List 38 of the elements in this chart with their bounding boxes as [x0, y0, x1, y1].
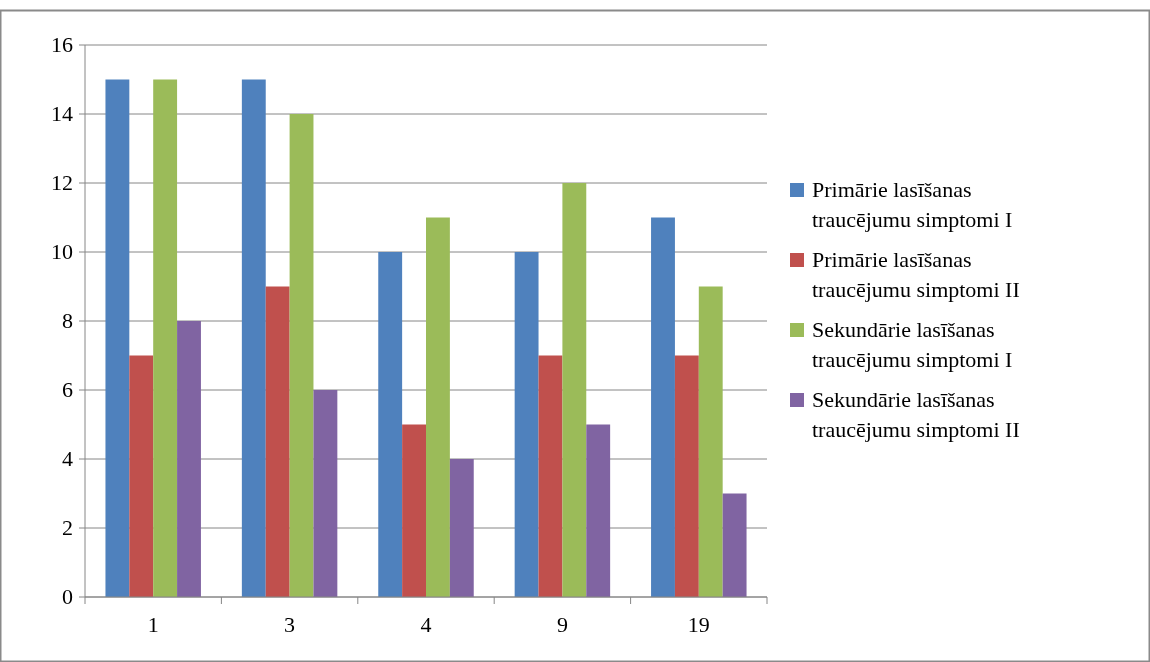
- x-tick-label: 19: [687, 612, 710, 637]
- x-tick-label: 1: [147, 612, 159, 637]
- bar: [313, 390, 338, 597]
- bar: [129, 355, 154, 597]
- bar: [378, 252, 403, 597]
- bar: [265, 286, 290, 597]
- bar: [698, 286, 723, 597]
- bar: [586, 424, 611, 597]
- y-tick-label: 8: [62, 308, 73, 333]
- x-tick-label: 9: [556, 612, 568, 637]
- bar: [426, 217, 450, 597]
- bar: [449, 459, 474, 597]
- y-tick-label: 0: [62, 584, 73, 609]
- bar: [402, 424, 426, 597]
- x-tick-label: 3: [284, 612, 296, 637]
- y-tick-label: 12: [51, 170, 73, 195]
- bar: [562, 183, 587, 597]
- y-tick-label: 4: [62, 446, 73, 471]
- bar: [105, 79, 130, 597]
- bar: [514, 252, 539, 597]
- bar: [177, 321, 201, 597]
- y-tick-label: 16: [51, 32, 73, 57]
- legend-label: Sekundārie lasīšanas traucējumu simptomi II: [812, 387, 1020, 442]
- bar: [289, 114, 314, 597]
- y-tick-label: 10: [51, 239, 73, 264]
- bar: [651, 217, 675, 597]
- bar: [538, 355, 563, 597]
- bar: [722, 493, 747, 597]
- bar: [241, 79, 266, 597]
- y-tick-label: 6: [62, 377, 73, 402]
- y-tick-label: 2: [62, 515, 73, 540]
- x-tick-label: 4: [420, 612, 432, 637]
- bar: [153, 79, 178, 597]
- bar: [674, 355, 699, 597]
- legend-label: Primārie lasīšanas traucējumu simptomi II: [812, 247, 1020, 302]
- legend-label: Sekundārie lasīšanas traucējumu simptomi I: [812, 317, 1013, 372]
- y-tick-label: 14: [51, 101, 73, 126]
- legend-label: Primārie lasīšanas traucējumu simptomi I: [812, 177, 1013, 232]
